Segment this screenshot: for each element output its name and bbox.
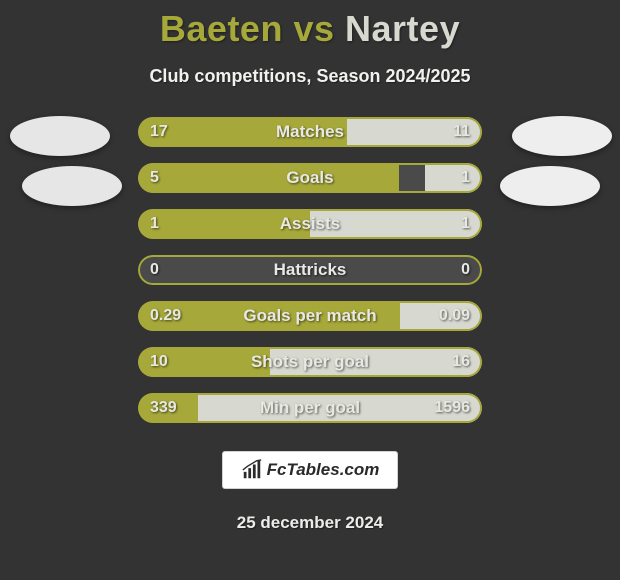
stat-fill-left [138,209,310,239]
subtitle: Club competitions, Season 2024/2025 [0,66,620,87]
stat-row: 51Goals [138,163,482,193]
title-player1: Baeten [160,8,283,49]
stats-list: 1711Matches 51Goals 11Assists 0 0Hattricks 0.… [0,117,620,423]
stat-label: Hattricks [138,255,482,285]
stat-row: 0.290.09Goals per match [138,301,482,331]
stat-value-right: 0 [461,255,470,285]
title-vs: vs [293,8,334,49]
stat-fill-right [310,209,482,239]
chart-icon [241,459,263,481]
stat-value-left: 0 [150,255,159,285]
title-block: Baeten vs Nartey [0,0,620,50]
stat-fill-left [138,117,347,147]
stat-fill-left [138,301,400,331]
stat-fill-right [270,347,482,377]
stat-fill-right [400,301,482,331]
player2-avatar-bottom [500,166,600,206]
stat-fill-right [198,393,482,423]
stat-fill-right [425,163,482,193]
fctables-logo[interactable]: FcTables.com [222,451,398,489]
player1-avatar-top [10,116,110,156]
stat-fill-left [138,393,198,423]
stat-row: 11Assists [138,209,482,239]
stat-row: 1016Shots per goal [138,347,482,377]
stat-row: 1711Matches [138,117,482,147]
stat-fill-left [138,163,399,193]
title-player2: Nartey [345,8,460,49]
page-title: Baeten vs Nartey [0,8,620,50]
stat-row: 0 0Hattricks [138,255,482,285]
player2-avatar-top [512,116,612,156]
stat-border [138,255,482,285]
date-text: 25 december 2024 [0,513,620,533]
stat-fill-right [347,117,482,147]
player1-avatar-bottom [22,166,122,206]
stat-fill-left [138,347,270,377]
stat-row: 3391596Min per goal [138,393,482,423]
logo-text: FcTables.com [267,460,380,480]
